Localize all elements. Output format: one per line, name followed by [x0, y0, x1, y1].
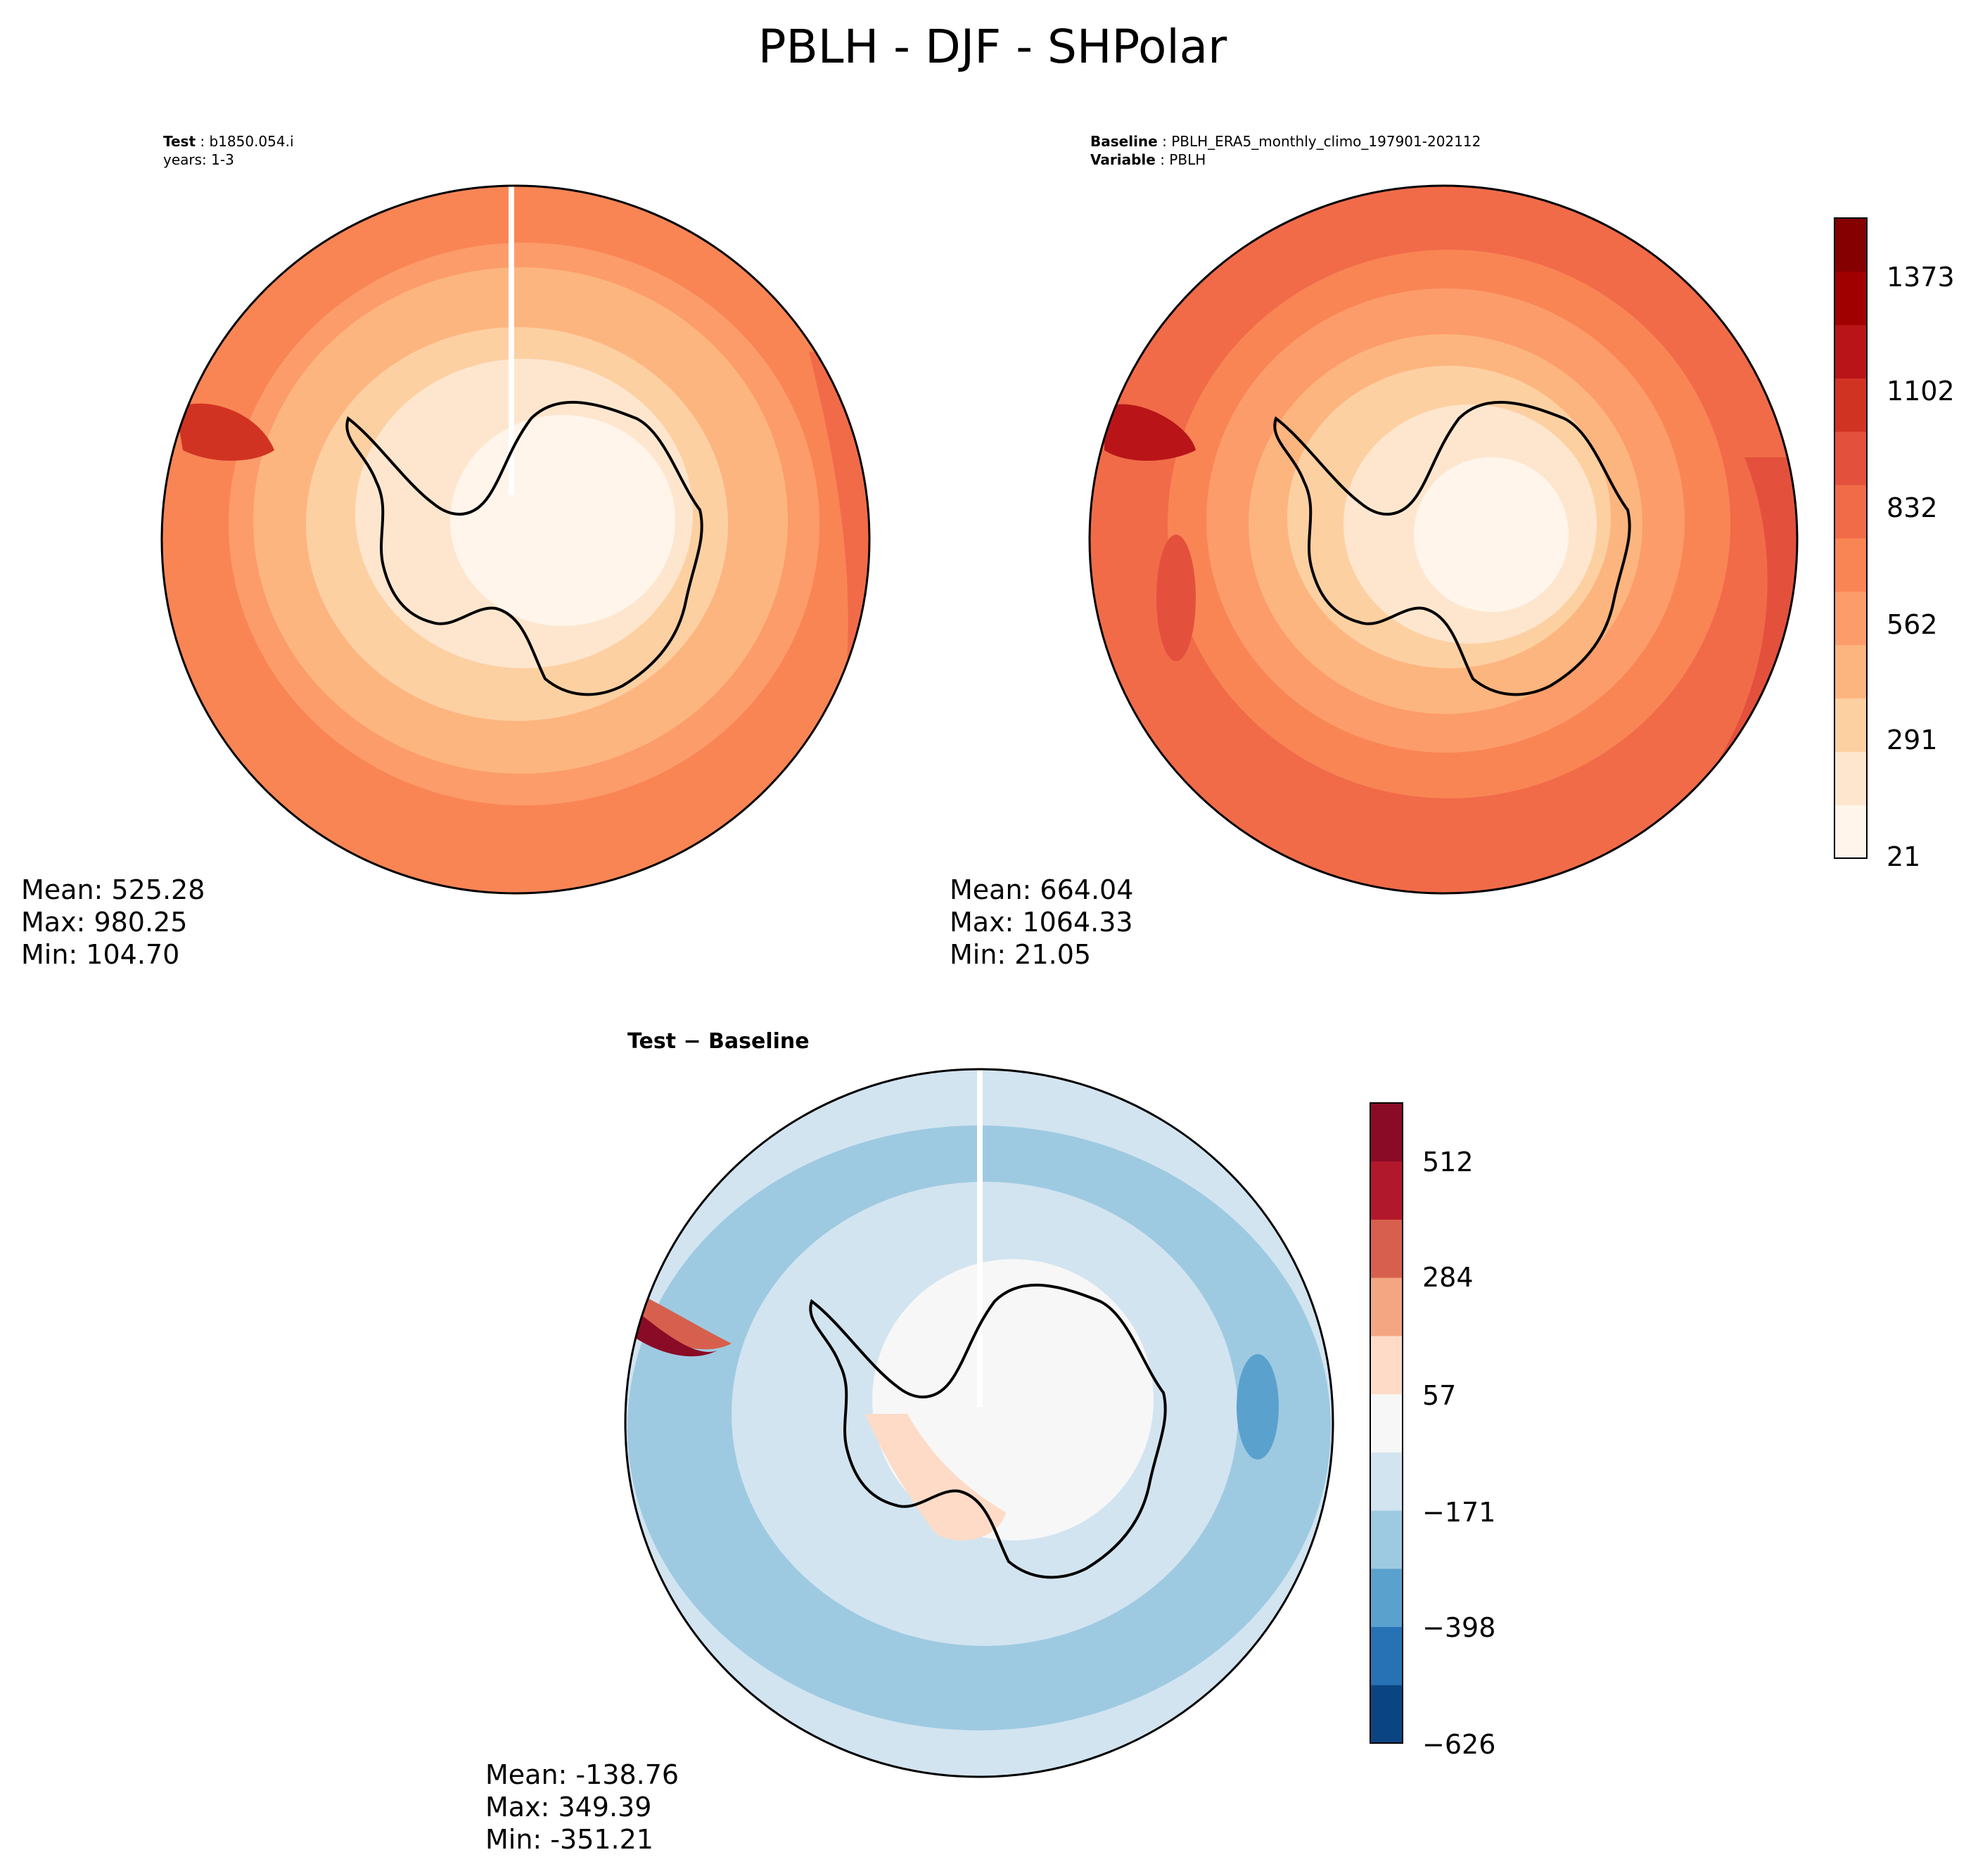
test-label-key: Test — [163, 133, 196, 150]
cb-main-segment-10 — [1834, 271, 1867, 326]
baseline-variable-key: Variable — [1090, 151, 1156, 168]
cb-main-segment-9 — [1834, 324, 1867, 378]
test-map — [162, 186, 869, 893]
cb-diff-tick-0: 512 — [1422, 1147, 1474, 1178]
baseline-label-key: Baseline — [1090, 133, 1158, 150]
test-label-value: b1850.054.i — [209, 133, 294, 150]
colorbar-main-frame — [1834, 217, 1868, 859]
cb-diff-segment-8 — [1370, 1219, 1403, 1278]
cb-main-segment-0 — [1834, 805, 1867, 859]
baseline-variable-value: PBLH — [1169, 151, 1206, 168]
cb-diff-tick-5: −626 — [1422, 1729, 1496, 1760]
cb-diff-tick-2: 57 — [1422, 1380, 1457, 1411]
cb-diff-segment-7 — [1370, 1277, 1403, 1336]
test-stats: Mean: 525.28 Max: 980.25 Min: 104.70 — [21, 874, 205, 971]
cb-diff-segment-3 — [1370, 1510, 1403, 1569]
cb-main-segment-3 — [1834, 644, 1867, 698]
cb-main-tick-0: 1373 — [1887, 262, 1955, 293]
cb-diff-segment-5 — [1370, 1393, 1403, 1453]
test-stat-mean: Mean: 525.28 — [21, 874, 205, 905]
baseline-stat-mean: Mean: 664.04 — [950, 874, 1134, 905]
cb-main-segment-11 — [1834, 218, 1867, 272]
diff-map — [625, 1069, 1333, 1777]
baseline-header: Baseline : PBLH_ERA5_monthly_climo_19790… — [1090, 133, 1481, 168]
diff-stat-max: Max: 349.39 — [485, 1792, 652, 1823]
cb-diff-segment-10 — [1370, 1103, 1403, 1162]
cb-main-tick-3: 562 — [1887, 609, 1938, 640]
colorbar-main — [1834, 218, 1867, 859]
colorbar-diff-frame — [1370, 1102, 1403, 1744]
cb-diff-segment-0 — [1370, 1685, 1403, 1744]
cb-diff-tick-4: −398 — [1422, 1612, 1496, 1643]
cb-main-tick-2: 832 — [1887, 492, 1938, 523]
cb-diff-segment-6 — [1370, 1335, 1403, 1395]
baseline-stat-min: Min: 21.05 — [950, 939, 1092, 970]
cb-main-segment-1 — [1834, 751, 1867, 805]
colorbar-diff — [1370, 1103, 1403, 1744]
diff-stat-mean: Mean: -138.76 — [485, 1759, 679, 1790]
figure-title: PBLH - DJF - SHPolar — [758, 20, 1227, 74]
test-map-boundary — [160, 184, 871, 895]
test-years: years: 1-3 — [163, 151, 234, 168]
cb-diff-tick-1: 284 — [1422, 1262, 1474, 1293]
cb-diff-segment-9 — [1370, 1161, 1403, 1220]
cb-main-segment-7 — [1834, 431, 1867, 485]
baseline-stat-max: Max: 1064.33 — [950, 907, 1133, 938]
cb-diff-segment-1 — [1370, 1626, 1403, 1685]
test-header: Test : b1850.054.i years: 1-3 — [163, 133, 294, 168]
cb-diff-segment-4 — [1370, 1452, 1403, 1511]
baseline-map — [1090, 186, 1797, 893]
test-stat-max: Max: 980.25 — [21, 907, 188, 938]
cb-main-segment-8 — [1834, 378, 1867, 432]
cb-main-tick-5: 21 — [1887, 841, 1921, 872]
baseline-map-boundary — [1088, 184, 1799, 895]
test-stat-min: Min: 104.70 — [21, 939, 180, 970]
cb-main-segment-2 — [1834, 698, 1867, 752]
diff-map-boundary — [624, 1068, 1334, 1778]
cb-main-tick-4: 291 — [1887, 725, 1938, 755]
cb-main-segment-6 — [1834, 485, 1867, 539]
diff-stat-min: Min: -351.21 — [485, 1824, 653, 1855]
cb-diff-segment-2 — [1370, 1568, 1403, 1628]
baseline-label-value: PBLH_ERA5_monthly_climo_197901-202112 — [1171, 133, 1481, 150]
cb-main-segment-5 — [1834, 538, 1867, 592]
diff-header: Test − Baseline — [627, 1029, 810, 1054]
cb-main-segment-4 — [1834, 591, 1867, 646]
baseline-stats: Mean: 664.04 Max: 1064.33 Min: 21.05 — [950, 874, 1133, 971]
cb-main-tick-1: 1102 — [1887, 376, 1955, 407]
diff-stats: Mean: -138.76 Max: 349.39 Min: -351.21 — [485, 1759, 679, 1856]
cb-diff-tick-3: −171 — [1422, 1497, 1496, 1528]
